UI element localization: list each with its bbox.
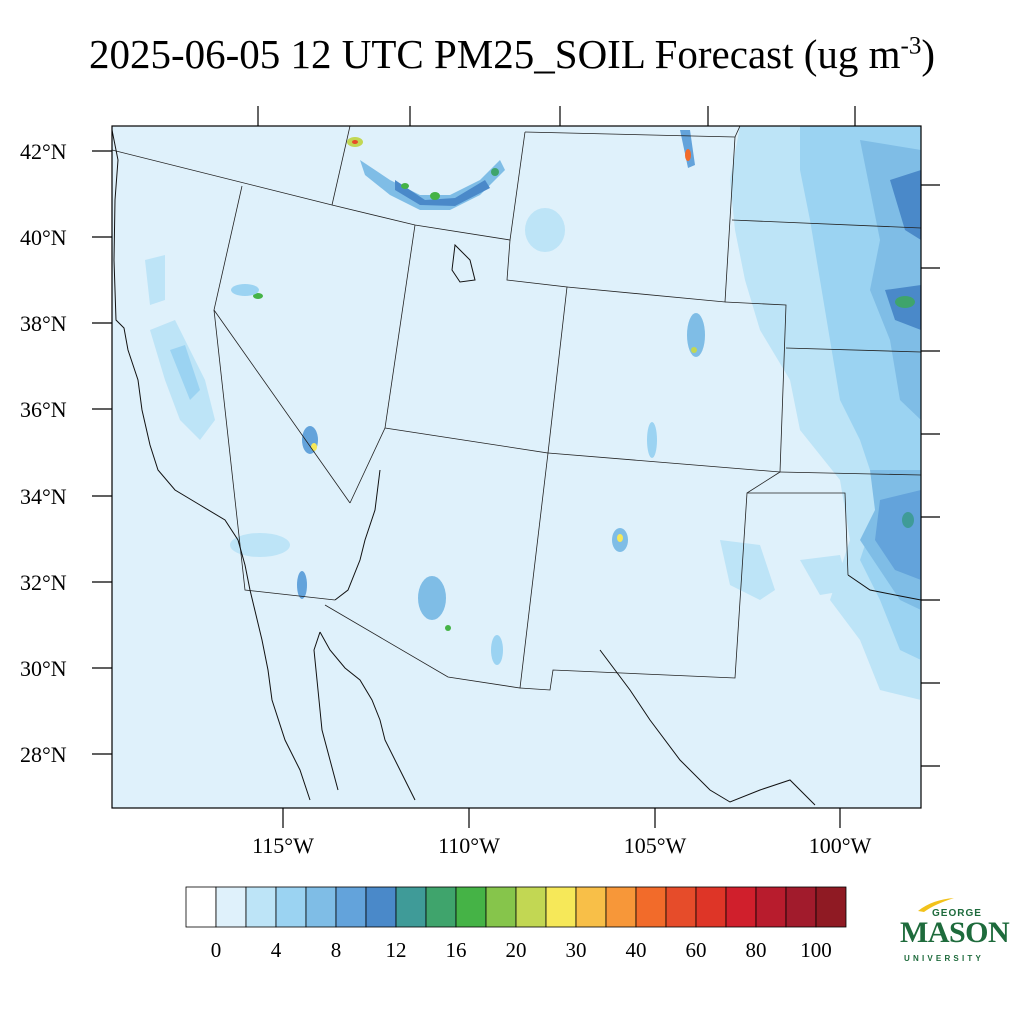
colorbar-box-15 [635,886,667,928]
tick-marks [92,106,940,828]
logo-mason-text: MASON [900,916,1010,949]
colorbar-label-0: 0 [211,938,222,962]
colorbar-label-9: 80 [746,938,767,962]
colorbar-box-6 [365,886,397,928]
colorbar-label-3: 12 [386,938,407,962]
colorbar-box-5 [335,886,367,928]
colorbar-box-14 [605,886,637,928]
nevada-hotspot [253,293,263,299]
colorbar-label-2: 8 [331,938,342,962]
lat-label-36: 36°N [20,397,67,422]
colorbar-box-20 [785,886,817,928]
az-patch-2 [491,635,503,665]
colorbar-box-9 [455,886,487,928]
coastlines [112,129,921,806]
latitude-labels: 42°N 40°N 38°N 36°N 34°N 32°N 30°N 28°N [20,139,67,767]
utah-patch [525,208,565,252]
gmu-logo: GEORGE MASON UNIVERSITY [898,898,1010,970]
mexico-patch [297,571,307,599]
lat-label-38: 38°N [20,311,67,336]
lat-label-28: 28°N [20,742,67,767]
lat-label-40: 40°N [20,225,67,250]
colorado-patch [687,313,705,357]
lat-label-42: 42°N [20,139,67,164]
colorbar [185,886,847,928]
colorbar-box-3 [275,886,307,928]
plains-hotspot [895,296,915,308]
colorbar-box-0 [185,886,217,928]
nm-patch-2 [647,422,657,458]
lon-label-110: 110°W [438,833,500,858]
wyoming-hotspot-2 [430,192,440,200]
socal-patch [230,533,290,557]
state-borders [112,126,921,691]
chart-title: 2025-06-05 12 UTC PM25_SOIL Forecast (ug… [0,30,1024,78]
colorbar-box-2 [245,886,277,928]
black-hills-hotspot [685,149,691,161]
colorbar-label-5: 20 [506,938,527,962]
lat-label-30: 30°N [20,656,67,681]
concentration-field [145,126,921,700]
colorbar-label-4: 16 [446,938,467,962]
colorbar-box-11 [515,886,547,928]
title-superscript: -3 [900,32,922,60]
lat-label-34: 34°N [20,484,67,509]
texas-region [800,555,850,595]
colorbar-box-13 [575,886,607,928]
logo-swoosh-icon [918,898,954,912]
colorbar-box-7 [395,886,427,928]
title-main: 2025-06-05 12 UTC PM25_SOIL Forecast (ug… [88,31,901,77]
colorbar-labels: 0 4 8 12 16 20 30 40 60 80 100 [211,938,832,962]
colorbar-label-10: 100 [800,938,832,962]
las-vegas-hotspot [311,443,317,451]
colorbar-box-16 [665,886,697,928]
colorbar-box-4 [305,886,337,928]
lon-label-115: 115°W [252,833,314,858]
colorbar-box-19 [755,886,787,928]
arizona-hotspot [445,625,451,631]
lon-label-100: 100°W [809,833,872,858]
logo-university-text: UNIVERSITY [904,954,985,963]
nevada-patch [231,284,259,296]
longitude-labels: 115°W 110°W 105°W 100°W [252,833,871,858]
colorbar-label-1: 4 [271,938,282,962]
map-frame [111,125,922,809]
colorbar-box-21 [815,886,847,928]
arizona-patch [418,576,446,620]
wyoming-hotspot-4 [491,168,499,176]
central-valley-core [170,345,200,400]
plains-hotspot-south [902,512,914,528]
colorbar-box-18 [725,886,757,928]
wyoming-arc-core [395,180,490,206]
black-hills-region [680,130,695,168]
colorbar-box-1 [215,886,247,928]
colorado-hotspot [691,347,697,353]
wyoming-hotspot-center [352,140,358,144]
lat-label-32: 32°N [20,570,67,595]
plains-dark-region [890,170,921,240]
logo-george-text: GEORGE [932,908,982,919]
norcal-region [145,255,165,305]
texas-panhandle-region [720,540,775,600]
colorbar-box-12 [545,886,577,928]
colorbar-box-8 [425,886,457,928]
colorbar-label-8: 60 [686,938,707,962]
newmexico-hotspot [617,534,623,542]
lon-label-105: 105°W [624,833,687,858]
colorbar-box-17 [695,886,727,928]
colorbar-label-6: 30 [566,938,587,962]
wyoming-hotspot-3 [401,183,409,189]
colorbar-label-7: 40 [626,938,647,962]
title-close: ) [921,31,936,77]
colorbar-box-10 [485,886,517,928]
